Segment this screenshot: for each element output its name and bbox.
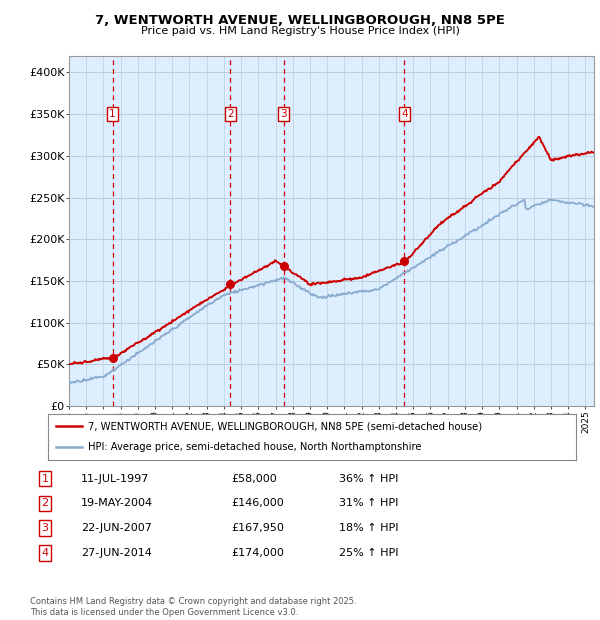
Text: 36% ↑ HPI: 36% ↑ HPI xyxy=(339,474,398,484)
Text: 1: 1 xyxy=(109,109,116,119)
Text: £174,000: £174,000 xyxy=(231,548,284,558)
Text: 25% ↑ HPI: 25% ↑ HPI xyxy=(339,548,398,558)
Text: Price paid vs. HM Land Registry's House Price Index (HPI): Price paid vs. HM Land Registry's House … xyxy=(140,26,460,36)
Text: 11-JUL-1997: 11-JUL-1997 xyxy=(81,474,149,484)
Text: 22-JUN-2007: 22-JUN-2007 xyxy=(81,523,152,533)
Text: 2: 2 xyxy=(41,498,49,508)
Text: £58,000: £58,000 xyxy=(231,474,277,484)
Text: 4: 4 xyxy=(41,548,49,558)
Text: 7, WENTWORTH AVENUE, WELLINGBOROUGH, NN8 5PE: 7, WENTWORTH AVENUE, WELLINGBOROUGH, NN8… xyxy=(95,14,505,27)
Text: 3: 3 xyxy=(41,523,49,533)
Text: 3: 3 xyxy=(280,109,287,119)
Text: 4: 4 xyxy=(401,109,408,119)
Text: 18% ↑ HPI: 18% ↑ HPI xyxy=(339,523,398,533)
Text: £167,950: £167,950 xyxy=(231,523,284,533)
Text: HPI: Average price, semi-detached house, North Northamptonshire: HPI: Average price, semi-detached house,… xyxy=(88,443,421,453)
Text: 19-MAY-2004: 19-MAY-2004 xyxy=(81,498,153,508)
Text: 31% ↑ HPI: 31% ↑ HPI xyxy=(339,498,398,508)
Text: £146,000: £146,000 xyxy=(231,498,284,508)
Text: 27-JUN-2014: 27-JUN-2014 xyxy=(81,548,152,558)
Text: 7, WENTWORTH AVENUE, WELLINGBOROUGH, NN8 5PE (semi-detached house): 7, WENTWORTH AVENUE, WELLINGBOROUGH, NN8… xyxy=(88,421,482,431)
Text: Contains HM Land Registry data © Crown copyright and database right 2025.
This d: Contains HM Land Registry data © Crown c… xyxy=(30,598,356,617)
Text: 1: 1 xyxy=(41,474,49,484)
Text: 2: 2 xyxy=(227,109,234,119)
